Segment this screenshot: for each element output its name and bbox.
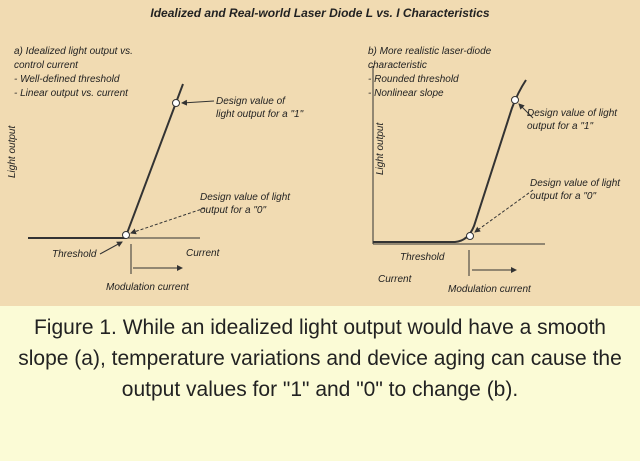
annotation: - Well-defined threshold (14, 74, 120, 85)
annotation: - Linear output vs. current (14, 88, 129, 99)
annotation: Modulation current (106, 282, 190, 293)
annotation: a) Idealized light output vs. (14, 46, 133, 57)
panel-b: Light output b) More realistic laser-dio… (368, 46, 621, 295)
point-zero (122, 231, 130, 239)
annotation: Design value of light (530, 178, 621, 189)
arrow (518, 103, 534, 119)
title: Idealized and Real-world Laser Diode L v… (150, 6, 490, 20)
annotation: control current (14, 60, 79, 71)
arrow (474, 189, 534, 233)
annotation: Threshold (400, 252, 445, 263)
panel-a: Light output a) Idealized light output v… (7, 46, 304, 293)
annotation: Design value of (216, 96, 286, 107)
annotation: output for a "0" (200, 205, 266, 216)
point-one (172, 99, 180, 107)
y-axis-label: Light output (7, 125, 18, 178)
annotation: Design value of light (527, 108, 618, 119)
annotation: Current (378, 274, 413, 285)
annotation: light output for a "1" (216, 109, 304, 120)
annotation: b) More realistic laser-diode (368, 46, 492, 57)
slope (125, 83, 184, 237)
curve (373, 79, 527, 243)
annotation: characteristic (368, 60, 427, 71)
annotation: output for a "0" (530, 191, 596, 202)
arrow (130, 207, 206, 235)
caption: Figure 1. While an idealized light outpu… (0, 306, 640, 461)
point-zero (466, 232, 474, 240)
arrow (181, 99, 215, 106)
annotation: - Rounded threshold (368, 74, 459, 85)
annotation: Modulation current (448, 284, 532, 295)
point-one (511, 96, 519, 104)
y-axis-label: Light output (375, 122, 386, 175)
annotation: Current (186, 248, 221, 259)
arrow (99, 241, 123, 255)
annotation: - Nonlinear slope (368, 88, 444, 99)
figure: Idealized and Real-world Laser Diode L v… (0, 0, 640, 306)
annotation: Design value of light (200, 192, 291, 203)
annotation: Threshold (52, 249, 97, 260)
annotation: output for a "1" (527, 121, 593, 132)
